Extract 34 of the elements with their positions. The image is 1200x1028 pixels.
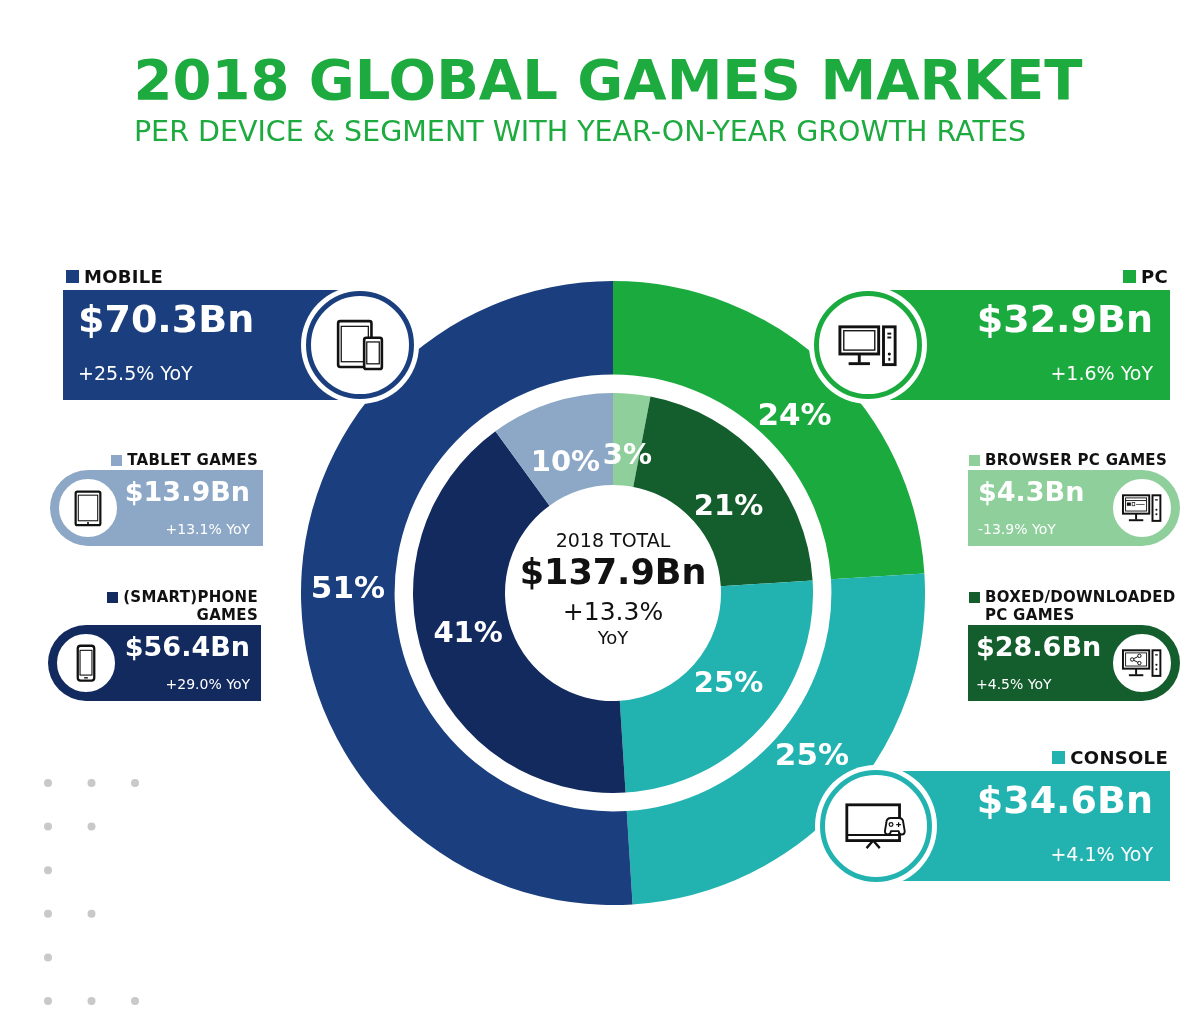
text: YoY: [596, 627, 630, 648]
text: $70.3Bn: [78, 297, 255, 341]
legend-label: CONSOLE: [1070, 747, 1168, 769]
legend-label: BROWSER PC GAMES: [985, 451, 1168, 469]
text: $4.3Bn: [978, 476, 1085, 507]
text: +4.5% YoY: [976, 676, 1052, 692]
text: $137.9Bn: [518, 552, 708, 592]
text: +29.0% YoY: [165, 676, 250, 692]
data-label: 21%: [693, 488, 764, 523]
text: $34.6Bn: [976, 778, 1153, 822]
legend-label: PC: [1140, 266, 1168, 288]
text: 2018 TOTAL: [554, 529, 672, 551]
text: $56.4Bn: [124, 631, 250, 662]
data-label: 41%: [433, 615, 503, 650]
legend-label: (SMART)PHONE GAMES: [122, 588, 258, 624]
data-label: 51%: [310, 569, 386, 606]
data-label: 25%: [693, 664, 764, 699]
text: +13.3%: [561, 597, 665, 626]
text: +25.5% YoY: [78, 362, 193, 384]
legend-label: TABLET GAMES: [127, 451, 258, 469]
text: -13.9% YoY: [978, 521, 1056, 537]
data-label: 24%: [757, 395, 832, 432]
text: $13.9Bn: [124, 476, 250, 507]
data-label: 25%: [774, 736, 850, 773]
legend-label: BOXED/DOWNLOADED PC GAMES: [985, 588, 1177, 624]
chart-subtitle: PER DEVICE & SEGMENT WITH YEAR-ON-YEAR GROWTH RATES: [132, 115, 1028, 148]
text: +13.1% YoY: [165, 521, 250, 537]
text: +4.1% YoY: [1050, 843, 1153, 865]
text: +1.6% YoY: [1050, 362, 1153, 384]
legend-label: MOBILE: [84, 266, 164, 288]
text: $28.6Bn: [976, 631, 1102, 662]
chart-title: 2018 GLOBAL GAMES MARKET: [132, 47, 1084, 112]
data-label: 10%: [530, 443, 601, 478]
text: $32.9Bn: [976, 297, 1153, 341]
